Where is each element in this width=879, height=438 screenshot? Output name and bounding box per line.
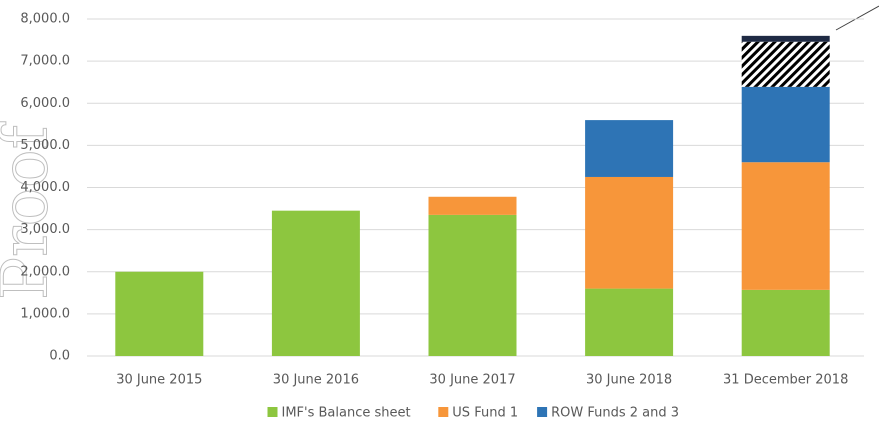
bar-segment <box>741 41 830 87</box>
legend-swatch <box>537 407 548 417</box>
bar-segment <box>741 289 830 356</box>
bar-segment <box>585 120 674 177</box>
x-tick-label: 30 June 2018 <box>586 373 672 388</box>
bar-segment <box>585 288 674 356</box>
y-tick-label: 5,000.0 <box>20 138 70 153</box>
legend-label: IMF's Balance sheet <box>282 406 411 421</box>
x-tick-label: 30 June 2015 <box>116 373 202 388</box>
bar-segment <box>741 35 830 42</box>
bar-segment <box>428 214 517 356</box>
y-tick-label: 2,000.0 <box>20 264 70 279</box>
y-tick-label: 4,000.0 <box>20 180 70 195</box>
y-tick-label: 8,000.0 <box>20 12 70 27</box>
x-tick-label: 31 December 2018 <box>723 373 848 388</box>
x-tick-label: 30 June 2017 <box>429 373 515 388</box>
y-tick-label: 3,000.0 <box>20 222 70 237</box>
y-tick-label: 7,000.0 <box>20 54 70 69</box>
bar-segment <box>741 162 830 290</box>
callout-line <box>835 5 879 31</box>
x-tick-label: 30 June 2016 <box>273 373 359 388</box>
bar-segment <box>428 196 517 215</box>
y-tick-label: 6,000.0 <box>20 96 70 111</box>
y-tick-label: 0.0 <box>49 349 70 364</box>
y-tick-label: 1,000.0 <box>20 306 70 321</box>
bar-segment <box>271 210 360 356</box>
legend-swatch <box>267 407 278 417</box>
watermark: Proof <box>0 121 63 300</box>
bar-segment <box>741 86 830 163</box>
legend-label: ROW Funds 2 and 3 <box>551 406 679 421</box>
legend-swatch <box>438 407 449 417</box>
legend-label: US Fund 1 <box>452 406 518 421</box>
bar-segment <box>585 176 674 289</box>
bar-segment <box>115 271 204 356</box>
